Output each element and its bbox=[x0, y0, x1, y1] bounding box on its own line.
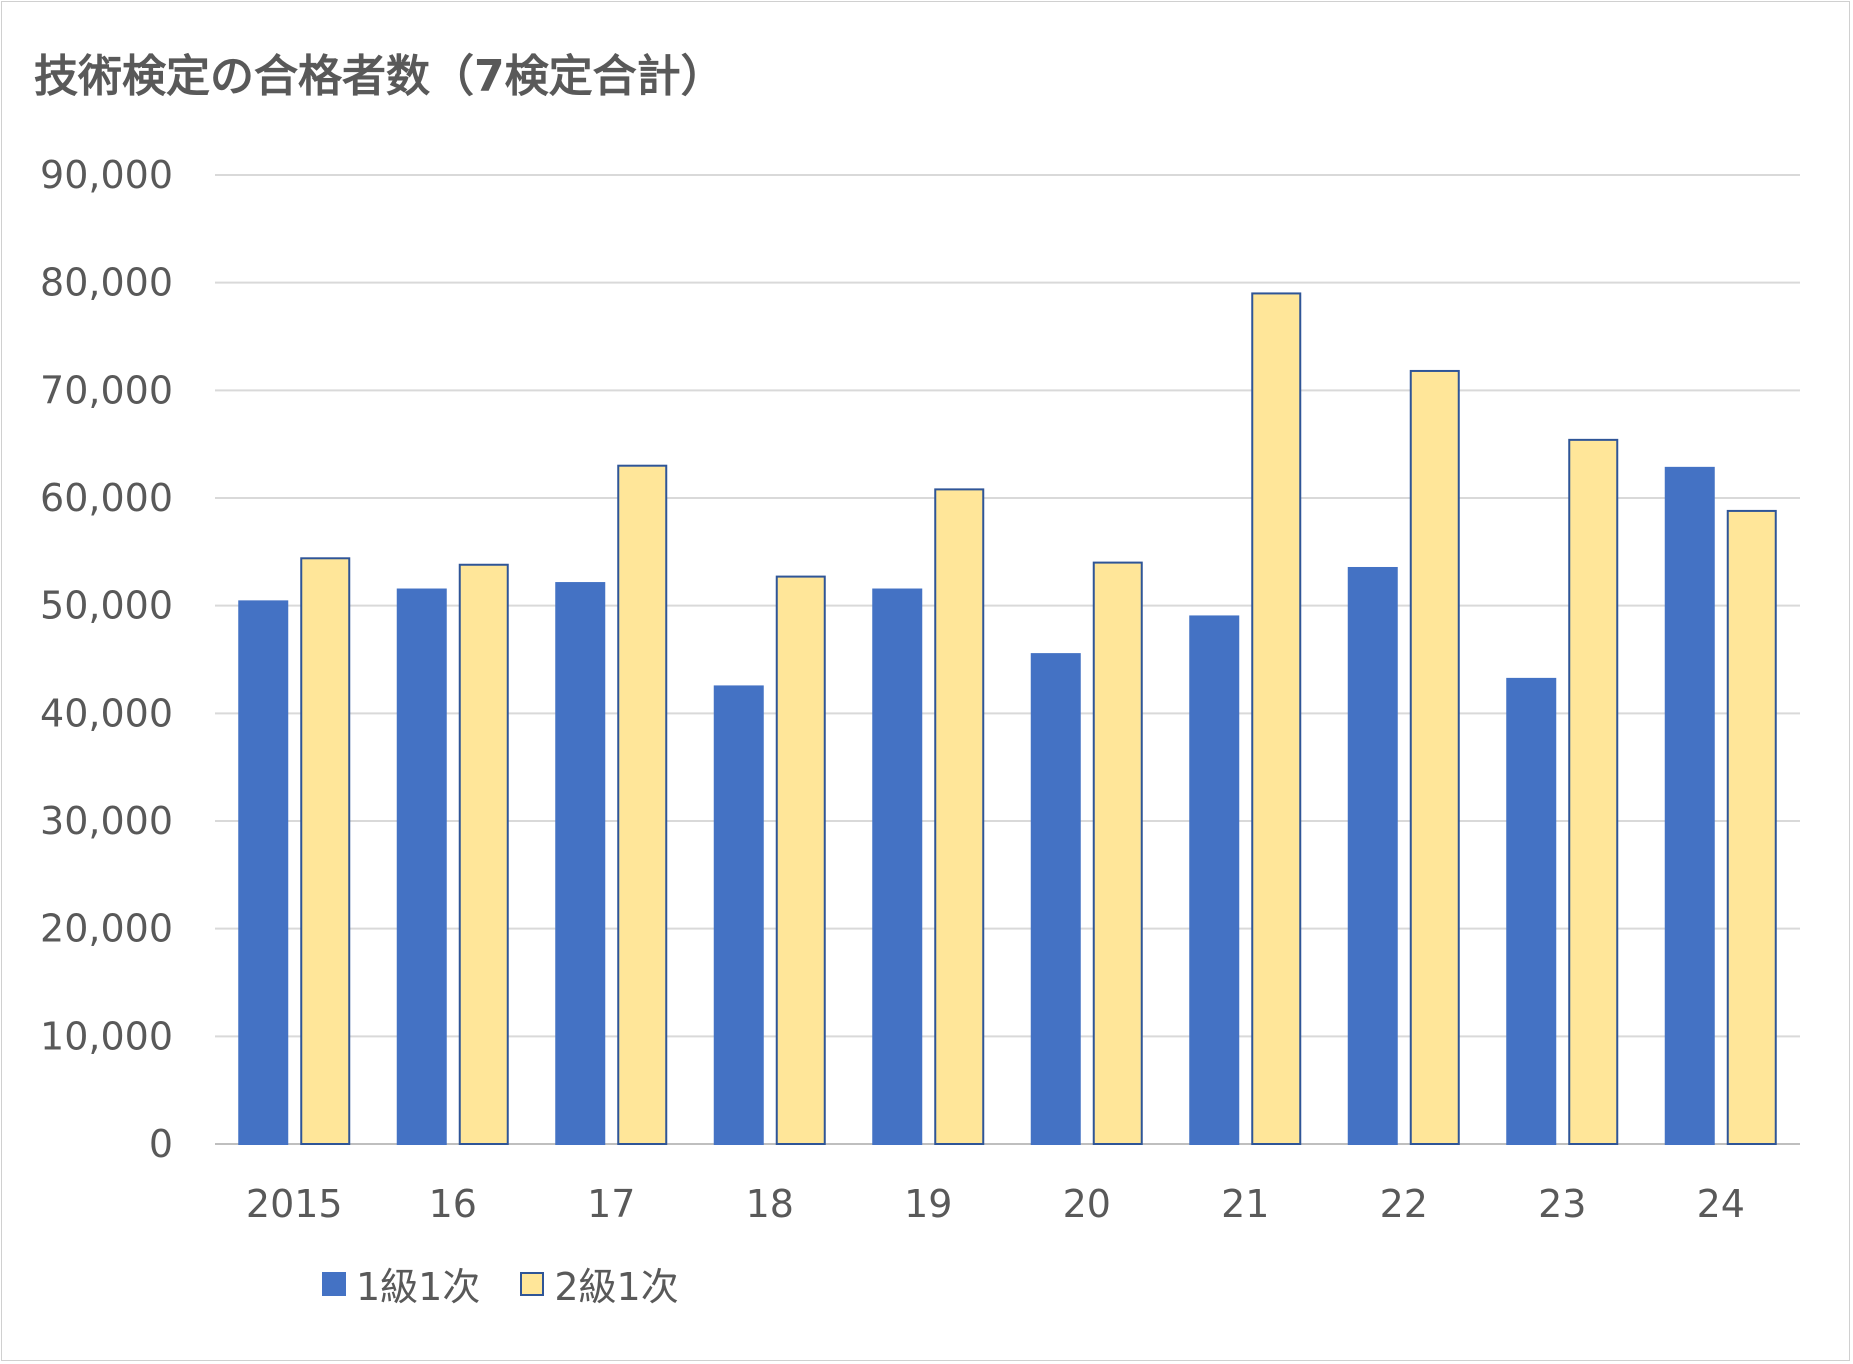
chart-title: 技術検定の合格者数（7検定合計） bbox=[34, 51, 725, 102]
legend-label-series-2: 2級1次 bbox=[554, 1265, 679, 1309]
bar-series-2-2015 bbox=[300, 557, 351, 1145]
y-tick-label: 70,000 bbox=[40, 368, 173, 412]
legend-item-series-2: 2級1次 bbox=[520, 1256, 679, 1311]
y-tick-label: 90,000 bbox=[40, 153, 173, 197]
y-tick-label: 0 bbox=[149, 1122, 173, 1166]
y-tick-label: 20,000 bbox=[40, 907, 173, 951]
x-tick-label: 19 bbox=[904, 1182, 952, 1226]
gridlines bbox=[215, 174, 1800, 1145]
bar-series-2-21 bbox=[1251, 292, 1302, 1145]
x-axis-ticks: 2015 16 17 18 19 20 21 22 23 24 bbox=[246, 1182, 1745, 1226]
bar-series-2-22 bbox=[1409, 369, 1460, 1146]
bar-series-1-24 bbox=[1664, 466, 1715, 1145]
bar-series-2-24 bbox=[1726, 509, 1777, 1146]
y-tick-label: 40,000 bbox=[40, 691, 173, 735]
x-tick-label: 17 bbox=[587, 1182, 635, 1226]
y-tick-label: 10,000 bbox=[40, 1014, 173, 1058]
x-tick-label: 21 bbox=[1221, 1182, 1269, 1226]
y-tick-label: 80,000 bbox=[40, 261, 173, 305]
bar-series-1-21 bbox=[1189, 615, 1240, 1145]
legend-item-series-1: 1級1次 bbox=[322, 1256, 480, 1311]
bar-series-2-17 bbox=[617, 464, 668, 1145]
y-tick-label: 30,000 bbox=[40, 799, 173, 843]
bar-series-1-22 bbox=[1347, 566, 1398, 1145]
x-tick-label: 20 bbox=[1063, 1182, 1111, 1226]
bar-series-1-23 bbox=[1506, 677, 1557, 1145]
bar-series-1-20 bbox=[1030, 653, 1081, 1145]
x-tick-label: 18 bbox=[746, 1182, 794, 1226]
legend-swatch-series-2 bbox=[520, 1271, 545, 1296]
bars bbox=[238, 292, 1777, 1146]
x-tick-label: 22 bbox=[1380, 1182, 1428, 1226]
legend-label-series-1: 1級1次 bbox=[356, 1265, 481, 1309]
bar-series-1-19 bbox=[872, 588, 923, 1145]
bar-series-1-16 bbox=[396, 588, 447, 1145]
legend-swatch-series-1 bbox=[322, 1271, 346, 1296]
y-tick-label: 60,000 bbox=[40, 476, 173, 520]
bar-series-1-2015 bbox=[238, 600, 289, 1145]
x-tick-label: 24 bbox=[1697, 1182, 1745, 1226]
legend: 1級1次 2級1次 bbox=[322, 1256, 719, 1311]
bar-series-1-18 bbox=[713, 685, 764, 1146]
x-tick-label: 23 bbox=[1538, 1182, 1586, 1226]
y-tick-label: 50,000 bbox=[40, 584, 173, 628]
bar-series-2-19 bbox=[934, 488, 985, 1145]
bar-series-1-17 bbox=[555, 582, 606, 1145]
y-axis-ticks: 0 10,000 20,000 30,000 40,000 50,000 60,000 70,… bbox=[40, 153, 173, 1166]
x-tick-label: 16 bbox=[429, 1182, 477, 1226]
bar-series-2-20 bbox=[1092, 561, 1143, 1145]
x-tick-label: 2015 bbox=[246, 1182, 343, 1226]
bar-series-2-16 bbox=[458, 563, 509, 1145]
bar-series-2-18 bbox=[775, 575, 826, 1145]
bar-series-2-23 bbox=[1568, 438, 1619, 1145]
